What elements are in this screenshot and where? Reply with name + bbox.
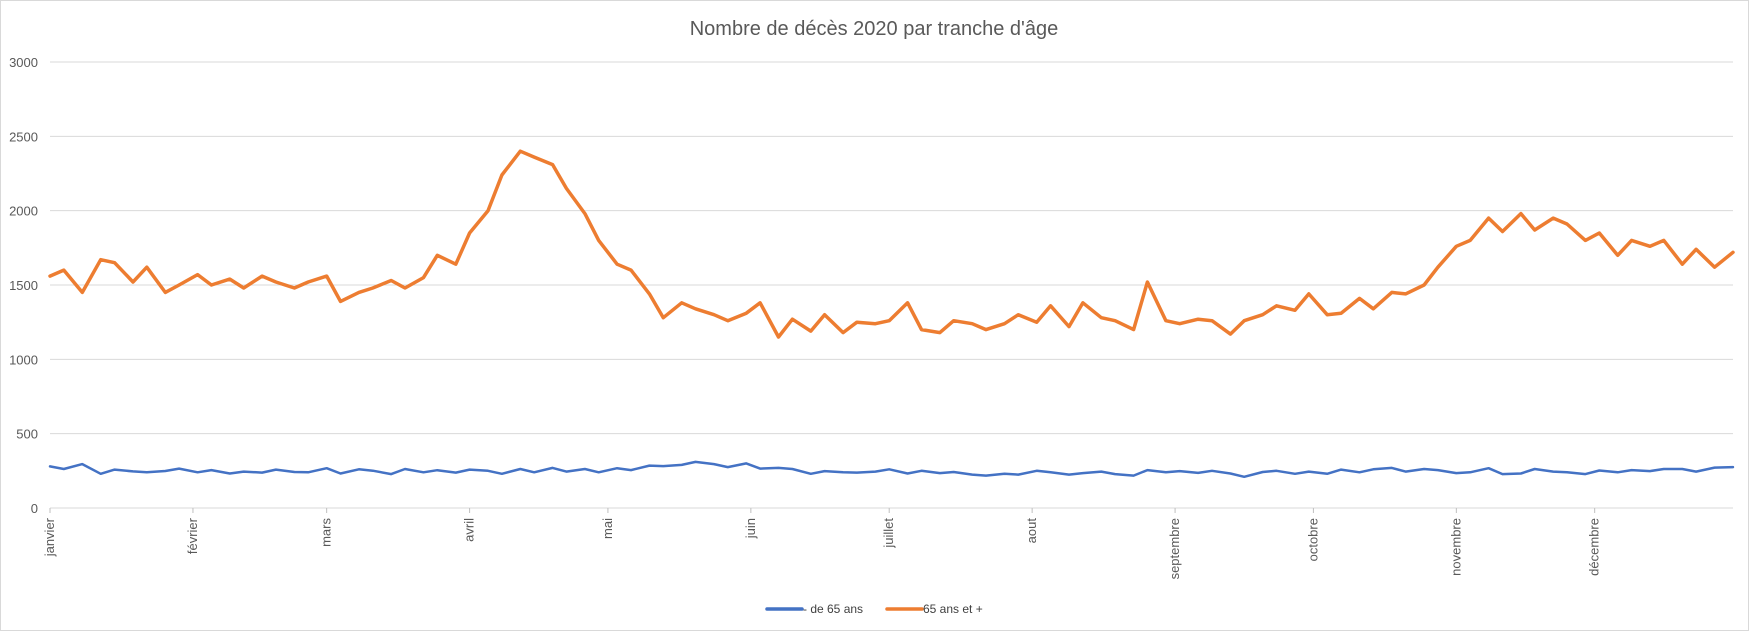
y-tick-label: 2500 xyxy=(9,129,38,144)
y-tick-label: 2000 xyxy=(9,204,38,219)
x-tick-label: octobre xyxy=(1305,518,1320,561)
y-tick-label: 1500 xyxy=(9,278,38,293)
x-tick-label: novembre xyxy=(1448,518,1463,576)
x-tick-label: décembre xyxy=(1587,518,1602,576)
x-tick-label: juin xyxy=(743,518,758,539)
y-tick-label: 1000 xyxy=(9,352,38,367)
legend-label-1: 65 ans et + xyxy=(923,602,983,616)
series-line-0 xyxy=(48,460,1735,479)
series-lines xyxy=(48,149,1735,479)
chart-title: Nombre de décès 2020 par tranche d'âge xyxy=(690,18,1059,40)
y-tick-label: 3000 xyxy=(9,55,38,70)
x-tick-label: février xyxy=(185,517,200,554)
x-tick-label: avril xyxy=(462,518,477,542)
y-tick-label: 500 xyxy=(16,427,38,442)
y-axis-ticks: 0 500 1000 1500 2000 2500 3000 xyxy=(9,55,38,516)
legend-label-0: - de 65 ans xyxy=(803,602,863,616)
legend: - de 65 ans 65 ans et + xyxy=(765,602,983,616)
x-axis-ticks: janvier février mars avril mai juin juillet aou… xyxy=(42,508,1602,579)
x-tick-label: septembre xyxy=(1167,518,1182,579)
x-tick-label: aout xyxy=(1024,518,1039,544)
x-tick-label: mai xyxy=(600,518,615,539)
y-tick-label: 0 xyxy=(31,501,38,516)
x-tick-label: mars xyxy=(319,518,334,547)
x-tick-label: juillet xyxy=(881,518,896,549)
series-line-1 xyxy=(48,149,1735,339)
x-tick-label: janvier xyxy=(42,517,57,557)
